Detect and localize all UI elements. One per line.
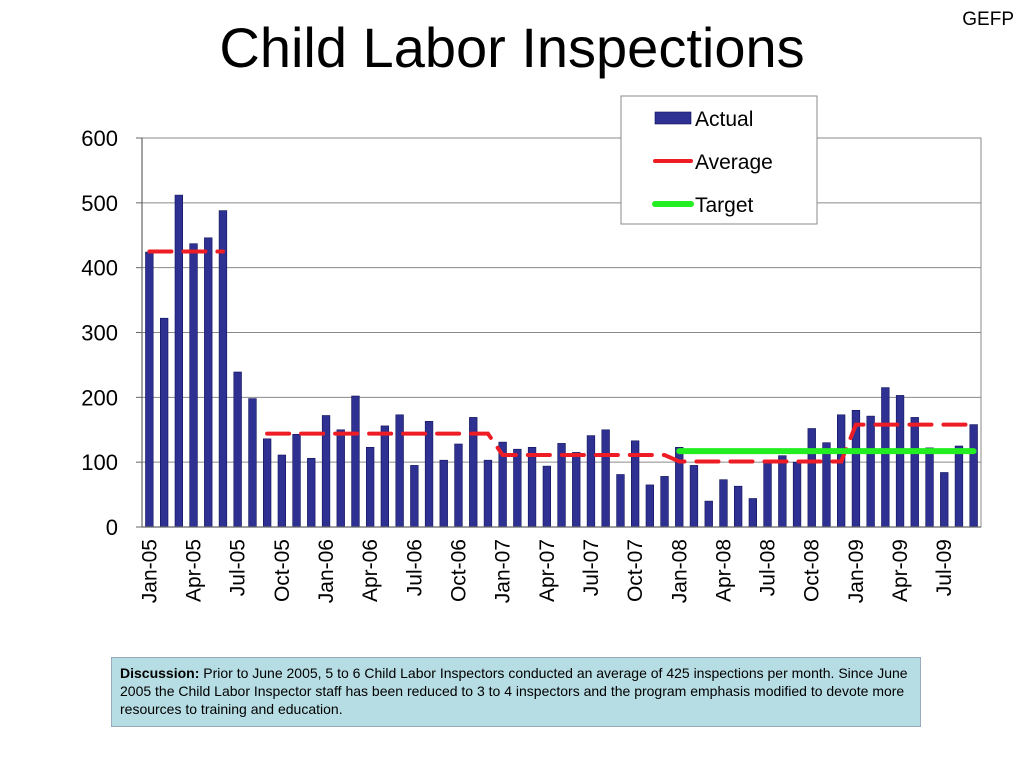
bar-Dec-06 bbox=[483, 459, 493, 528]
bar-Sep-06 bbox=[439, 459, 448, 528]
x-tick-label: Oct-06 bbox=[447, 539, 470, 602]
actual-bars bbox=[145, 194, 978, 528]
average-line bbox=[147, 249, 976, 464]
bar-Dec-05 bbox=[307, 457, 316, 528]
bar-Jun-05 bbox=[218, 210, 228, 528]
x-tick-label: Jan-09 bbox=[845, 539, 868, 603]
x-tick-label: Apr-05 bbox=[183, 539, 206, 602]
x-tick-label: Jan-08 bbox=[668, 539, 691, 603]
bar-Apr-06 bbox=[365, 446, 375, 528]
bar-Sep-09 bbox=[969, 424, 978, 528]
bar-Aug-07 bbox=[601, 429, 610, 528]
bar-Aug-05 bbox=[248, 398, 257, 528]
bar-Nov-05 bbox=[292, 433, 301, 528]
x-tick-label: Jul-07 bbox=[580, 539, 603, 596]
bar-Sep-07 bbox=[616, 474, 625, 528]
bar-Aug-09 bbox=[954, 445, 964, 528]
y-tick-label: 300 bbox=[81, 321, 118, 346]
bar-May-08 bbox=[733, 485, 743, 528]
bar-Jan-05 bbox=[145, 251, 154, 528]
y-tick-label: 500 bbox=[81, 191, 118, 216]
bar-Feb-07 bbox=[513, 448, 522, 528]
bar-Jul-07 bbox=[586, 435, 596, 528]
y-tick-labels: 0 100 200 300 400 500 600 bbox=[81, 126, 118, 540]
bar-Jul-09 bbox=[940, 472, 949, 528]
x-tick-label: Apr-07 bbox=[536, 539, 559, 602]
x-tick-label: Oct-05 bbox=[271, 539, 294, 602]
x-tick-label: Jul-05 bbox=[227, 539, 250, 596]
bar-Jun-06 bbox=[395, 414, 404, 528]
bar-May-06 bbox=[380, 425, 389, 528]
bar-Mar-08 bbox=[704, 500, 713, 528]
legend: Actual Average Target bbox=[620, 95, 818, 225]
y-tick-label: 200 bbox=[81, 385, 118, 410]
average-segment bbox=[265, 422, 976, 464]
bar-Jul-06 bbox=[410, 465, 419, 528]
bar-Jun-07 bbox=[572, 452, 581, 528]
x-tick-label: Apr-06 bbox=[359, 539, 382, 602]
bar-Sep-05 bbox=[262, 438, 272, 528]
x-tick-label: Oct-08 bbox=[801, 539, 824, 602]
bar-Mar-09 bbox=[881, 387, 890, 528]
inspections-chart: 0 100 200 300 400 500 600 Jan-05 Apr-05 Jul-05 Oc… bbox=[81, 95, 982, 603]
axes bbox=[136, 137, 981, 528]
x-tick-label: Jan-07 bbox=[492, 539, 515, 603]
bar-Mar-07 bbox=[527, 446, 537, 528]
bar-Jun-09 bbox=[925, 447, 934, 528]
bar-Nov-07 bbox=[645, 484, 654, 528]
y-tick-label: 0 bbox=[106, 515, 118, 540]
bar-Feb-09 bbox=[866, 415, 875, 528]
bar-Jun-08 bbox=[748, 498, 757, 528]
bar-Mar-06 bbox=[351, 395, 360, 528]
bar-Apr-08 bbox=[719, 479, 728, 528]
legend-label-average: Average bbox=[695, 151, 773, 174]
bar-Apr-05 bbox=[189, 243, 198, 528]
x-tick-label: Jan-05 bbox=[138, 539, 161, 603]
x-tick-label: Jan-06 bbox=[315, 539, 338, 603]
discussion-box: Discussion: Prior to June 2005, 5 to 6 C… bbox=[111, 657, 921, 727]
x-tick-label: Oct-07 bbox=[624, 539, 647, 602]
bar-Oct-06 bbox=[454, 443, 463, 528]
bar-Aug-06 bbox=[424, 420, 434, 528]
legend-swatch-actual bbox=[654, 111, 692, 125]
y-tick-label: 400 bbox=[81, 256, 118, 281]
bar-Dec-08 bbox=[836, 414, 846, 528]
x-tick-labels: Jan-05 Apr-05 Jul-05 Oct-05 Jan-06 Apr-06 Jul-… bbox=[138, 539, 956, 603]
bar-Jul-08 bbox=[763, 461, 772, 528]
x-tick-label: Apr-09 bbox=[889, 539, 912, 602]
bar-Jul-05 bbox=[233, 371, 242, 528]
bar-Oct-05 bbox=[277, 454, 286, 528]
bar-Oct-08 bbox=[807, 428, 816, 528]
legend-label-target: Target bbox=[695, 194, 754, 217]
bar-Aug-08 bbox=[778, 455, 787, 528]
discussion-text: Prior to June 2005, 5 to 6 Child Labor I… bbox=[120, 665, 908, 717]
bar-Feb-08 bbox=[689, 465, 699, 528]
bar-Feb-06 bbox=[336, 429, 345, 528]
legend-label-actual: Actual bbox=[695, 108, 753, 131]
x-tick-label: Apr-08 bbox=[712, 539, 735, 602]
bar-Sep-08 bbox=[792, 461, 802, 528]
bar-Nov-08 bbox=[822, 442, 831, 528]
bar-Mar-05 bbox=[174, 194, 183, 528]
slide-title: Child Labor Inspections bbox=[219, 16, 805, 79]
y-tick-label: 100 bbox=[81, 450, 118, 475]
y-tick-label: 600 bbox=[81, 126, 118, 151]
bar-Apr-09 bbox=[895, 395, 905, 528]
bar-Dec-07 bbox=[660, 476, 669, 528]
corner-tag: GEFP bbox=[962, 9, 1014, 30]
bar-May-05 bbox=[204, 237, 213, 528]
bar-May-09 bbox=[910, 417, 919, 528]
x-tick-label: Jul-09 bbox=[933, 539, 956, 596]
x-tick-label: Jul-08 bbox=[757, 539, 780, 596]
bar-Apr-07 bbox=[542, 465, 551, 528]
bar-Feb-05 bbox=[160, 317, 169, 528]
x-tick-label: Jul-06 bbox=[403, 539, 426, 596]
discussion-label: Discussion: bbox=[120, 665, 200, 681]
